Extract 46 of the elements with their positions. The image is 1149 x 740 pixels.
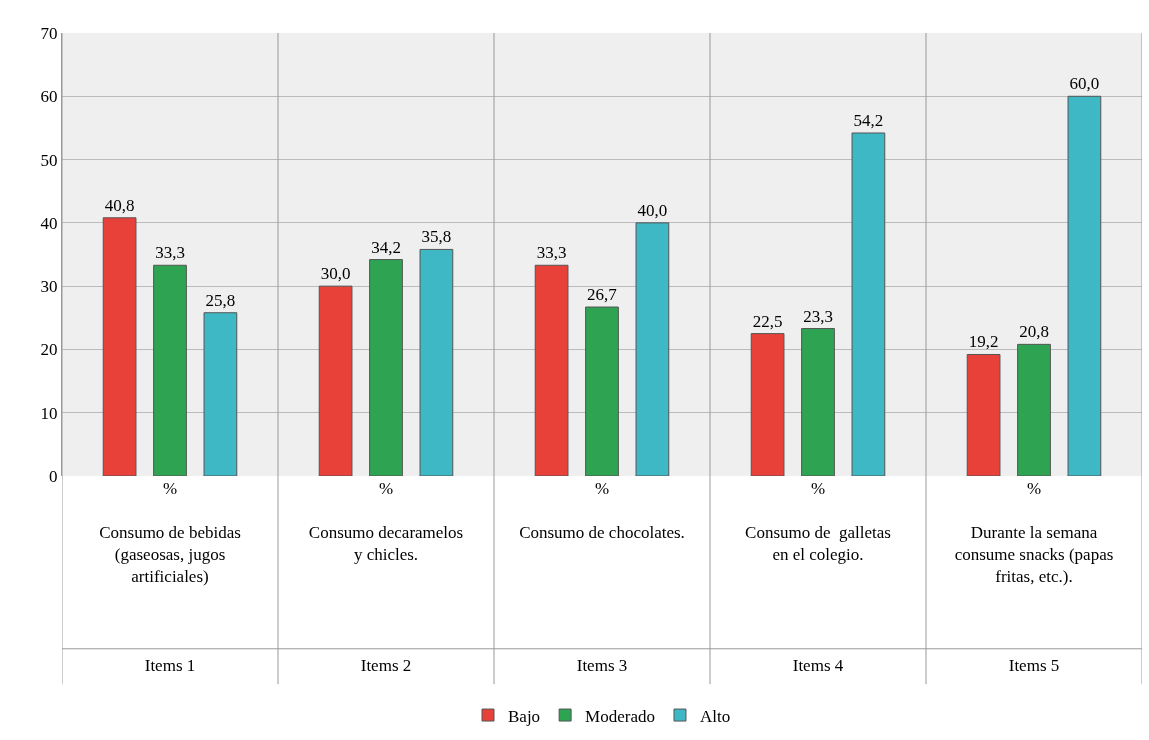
data-label: 22,5 [752, 311, 783, 331]
bar [851, 132, 886, 476]
bar [419, 248, 454, 476]
bar [102, 217, 137, 476]
y-tick-label: 50 [40, 150, 58, 170]
bar [635, 222, 670, 476]
category-label: % Consumo de chocolates. Items 3 [519, 479, 685, 675]
legend-label: Bajo [508, 706, 541, 726]
data-label: 19,2 [968, 332, 999, 352]
data-label: 20,8 [1019, 322, 1049, 342]
data-label: 26,7 [586, 285, 618, 305]
bar [203, 312, 238, 476]
data-label: 54,2 [853, 110, 884, 130]
y-tick-label: 40 [40, 213, 58, 233]
bar [801, 328, 835, 476]
bar [369, 259, 403, 476]
y-tick-label: 70 [40, 23, 58, 43]
bar [534, 264, 569, 476]
bar [750, 333, 785, 476]
category-label: % Consumo de galletas en el colegio. Items 4 [745, 479, 891, 675]
y-tick-label: 10 [40, 403, 58, 423]
data-label: 40,8 [104, 195, 135, 215]
data-label: 34,2 [371, 237, 401, 257]
y-tick-label: 30 [40, 277, 58, 297]
category-label: % Consumo decaramelos y chicles. Items 2 [308, 479, 464, 675]
legend-label: Moderado [585, 706, 655, 726]
data-label: 23,3 [803, 306, 833, 326]
data-label: 35,8 [421, 227, 452, 247]
y-tick-label: 20 [40, 340, 58, 360]
category-label: % Durante la semana consume snacks (papas fritas, etc.). Items 5 [954, 479, 1114, 675]
bar [1017, 343, 1051, 476]
data-label: 30,0 [320, 264, 351, 284]
data-label: 60,0 [1069, 74, 1100, 94]
bar [318, 285, 353, 476]
legend-label: Alto [699, 706, 731, 726]
bar [585, 306, 619, 476]
data-label: 33,3 [155, 243, 185, 263]
data-label: 40,0 [637, 200, 668, 220]
bar [966, 353, 1001, 476]
bar [153, 264, 187, 476]
data-label: 33,3 [536, 243, 567, 263]
y-tick-label: 0 [49, 466, 58, 486]
bar [1067, 95, 1102, 476]
category-label: % Consumo de bebidas (gaseosas, jugos artificiales) Items 1 [99, 479, 241, 675]
y-tick-label: 60 [40, 87, 58, 107]
data-label: 25,8 [205, 290, 236, 310]
